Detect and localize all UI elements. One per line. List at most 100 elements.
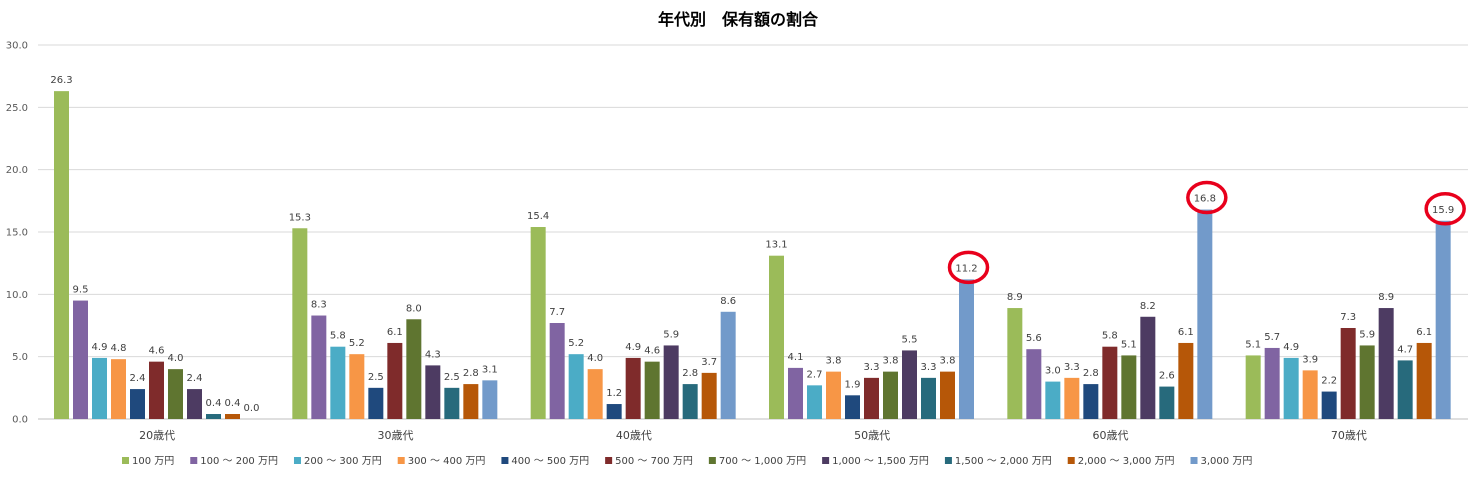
data-label: 2.8 [463,368,479,379]
data-label: 1.9 [845,379,861,390]
bar [1378,308,1394,419]
data-label: 26.3 [50,75,72,86]
data-label: 0.4 [206,398,222,409]
data-label: 3.1 [482,364,498,375]
bar [663,345,679,419]
bar [292,228,308,419]
bar [92,357,107,419]
bar [368,387,384,419]
bar [682,384,698,419]
data-label: 16.8 [1194,194,1216,205]
bar [1302,370,1318,419]
legend-label: 1,500 ～ 2,000 万円 [955,456,1052,467]
data-label: 5.2 [568,338,584,349]
y-tick-label: 25.0 [6,103,28,114]
bar [807,385,822,419]
data-label: 5.9 [1359,329,1375,340]
y-tick-label: 10.0 [6,290,28,301]
bar [463,384,479,419]
bar [311,315,327,419]
bar [959,279,974,419]
bar [921,377,936,419]
data-label: 7.3 [1340,312,1356,323]
bar [1197,209,1213,419]
highlight-circle [947,250,990,285]
data-label: 3.7 [701,357,717,368]
y-axis: 0.0 5.0 10.0 15.0 20.0 25.0 30.0 [6,41,28,426]
data-label: 15.9 [1432,205,1454,216]
data-label: 3.8 [883,356,899,367]
bar [1159,386,1175,419]
bar [1102,346,1118,419]
bar [1178,342,1194,419]
data-label: 5.7 [1264,332,1280,343]
data-label: 4.9 [1283,342,1299,353]
data-label: 1.2 [606,388,622,399]
legend-label: 100 万円 [132,456,174,467]
legend-label: 1,000 ～ 1,500 万円 [832,456,929,467]
bar [940,371,955,419]
category-label: 20歳代 [139,429,175,442]
data-label: 7.7 [549,307,565,318]
legend-swatch [708,457,716,464]
data-label: 8.6 [720,296,736,307]
annotations [947,180,1466,285]
bar [1140,316,1156,419]
bar [845,395,860,419]
bar [1264,347,1280,419]
legend-swatch [1067,457,1075,464]
legend-label: 200 ～ 300 万円 [304,456,382,467]
bar [1026,349,1042,419]
legend-label: 400 ～ 500 万円 [511,456,589,467]
data-label: 15.4 [527,211,549,222]
bar [130,389,145,419]
data-label: 2.8 [1083,368,1099,379]
bar [1359,345,1375,419]
y-tick-label: 0.0 [12,415,28,426]
data-label: 6.1 [1416,327,1432,338]
bar [1007,308,1023,419]
bars [54,91,1451,420]
legend-label: 500 ～ 700 万円 [615,456,693,467]
legend-label: 300 ～ 400 万円 [408,456,486,467]
legend-label: 100 ～ 200 万円 [200,456,278,467]
legend-swatch [1190,457,1198,464]
data-label: 5.1 [1121,339,1137,350]
y-tick-label: 20.0 [6,165,28,176]
data-label: 8.0 [406,303,422,314]
data-label: 4.0 [168,353,184,364]
bar [549,323,565,419]
category-label: 70歳代 [1331,429,1367,442]
data-label: 6.1 [1178,327,1194,338]
data-label: 11.2 [955,263,977,274]
highlight-circle [1186,180,1228,215]
bar [1416,342,1432,419]
bar [902,350,917,419]
data-label: 4.0 [587,353,603,364]
bar [54,91,69,420]
bar [625,357,641,419]
data-label: 4.6 [149,346,165,357]
data-label: 2.7 [807,369,823,380]
data-label: 2.4 [130,373,146,384]
legend-swatch [397,457,405,464]
data-label: 2.5 [444,372,460,383]
data-label: 5.9 [663,329,679,340]
bar [206,414,221,419]
data-label: 3.3 [921,362,937,373]
data-label: 4.6 [644,346,660,357]
data-label: 8.9 [1378,292,1394,303]
bar [330,346,346,419]
y-tick-label: 5.0 [12,352,28,363]
data-label: 3.8 [940,356,956,367]
data-label: 2.8 [682,368,698,379]
legend-label: 700 ～ 1,000 万円 [719,456,806,467]
bar [1321,391,1337,419]
data-label: 3.0 [1045,366,1061,377]
category-label: 60歳代 [1093,429,1129,442]
legend-swatch [605,457,613,464]
x-axis: 20歳代 30歳代 40歳代 50歳代 60歳代 70歳代 [139,429,1367,442]
bar [769,255,784,419]
data-label: 8.2 [1140,301,1156,312]
